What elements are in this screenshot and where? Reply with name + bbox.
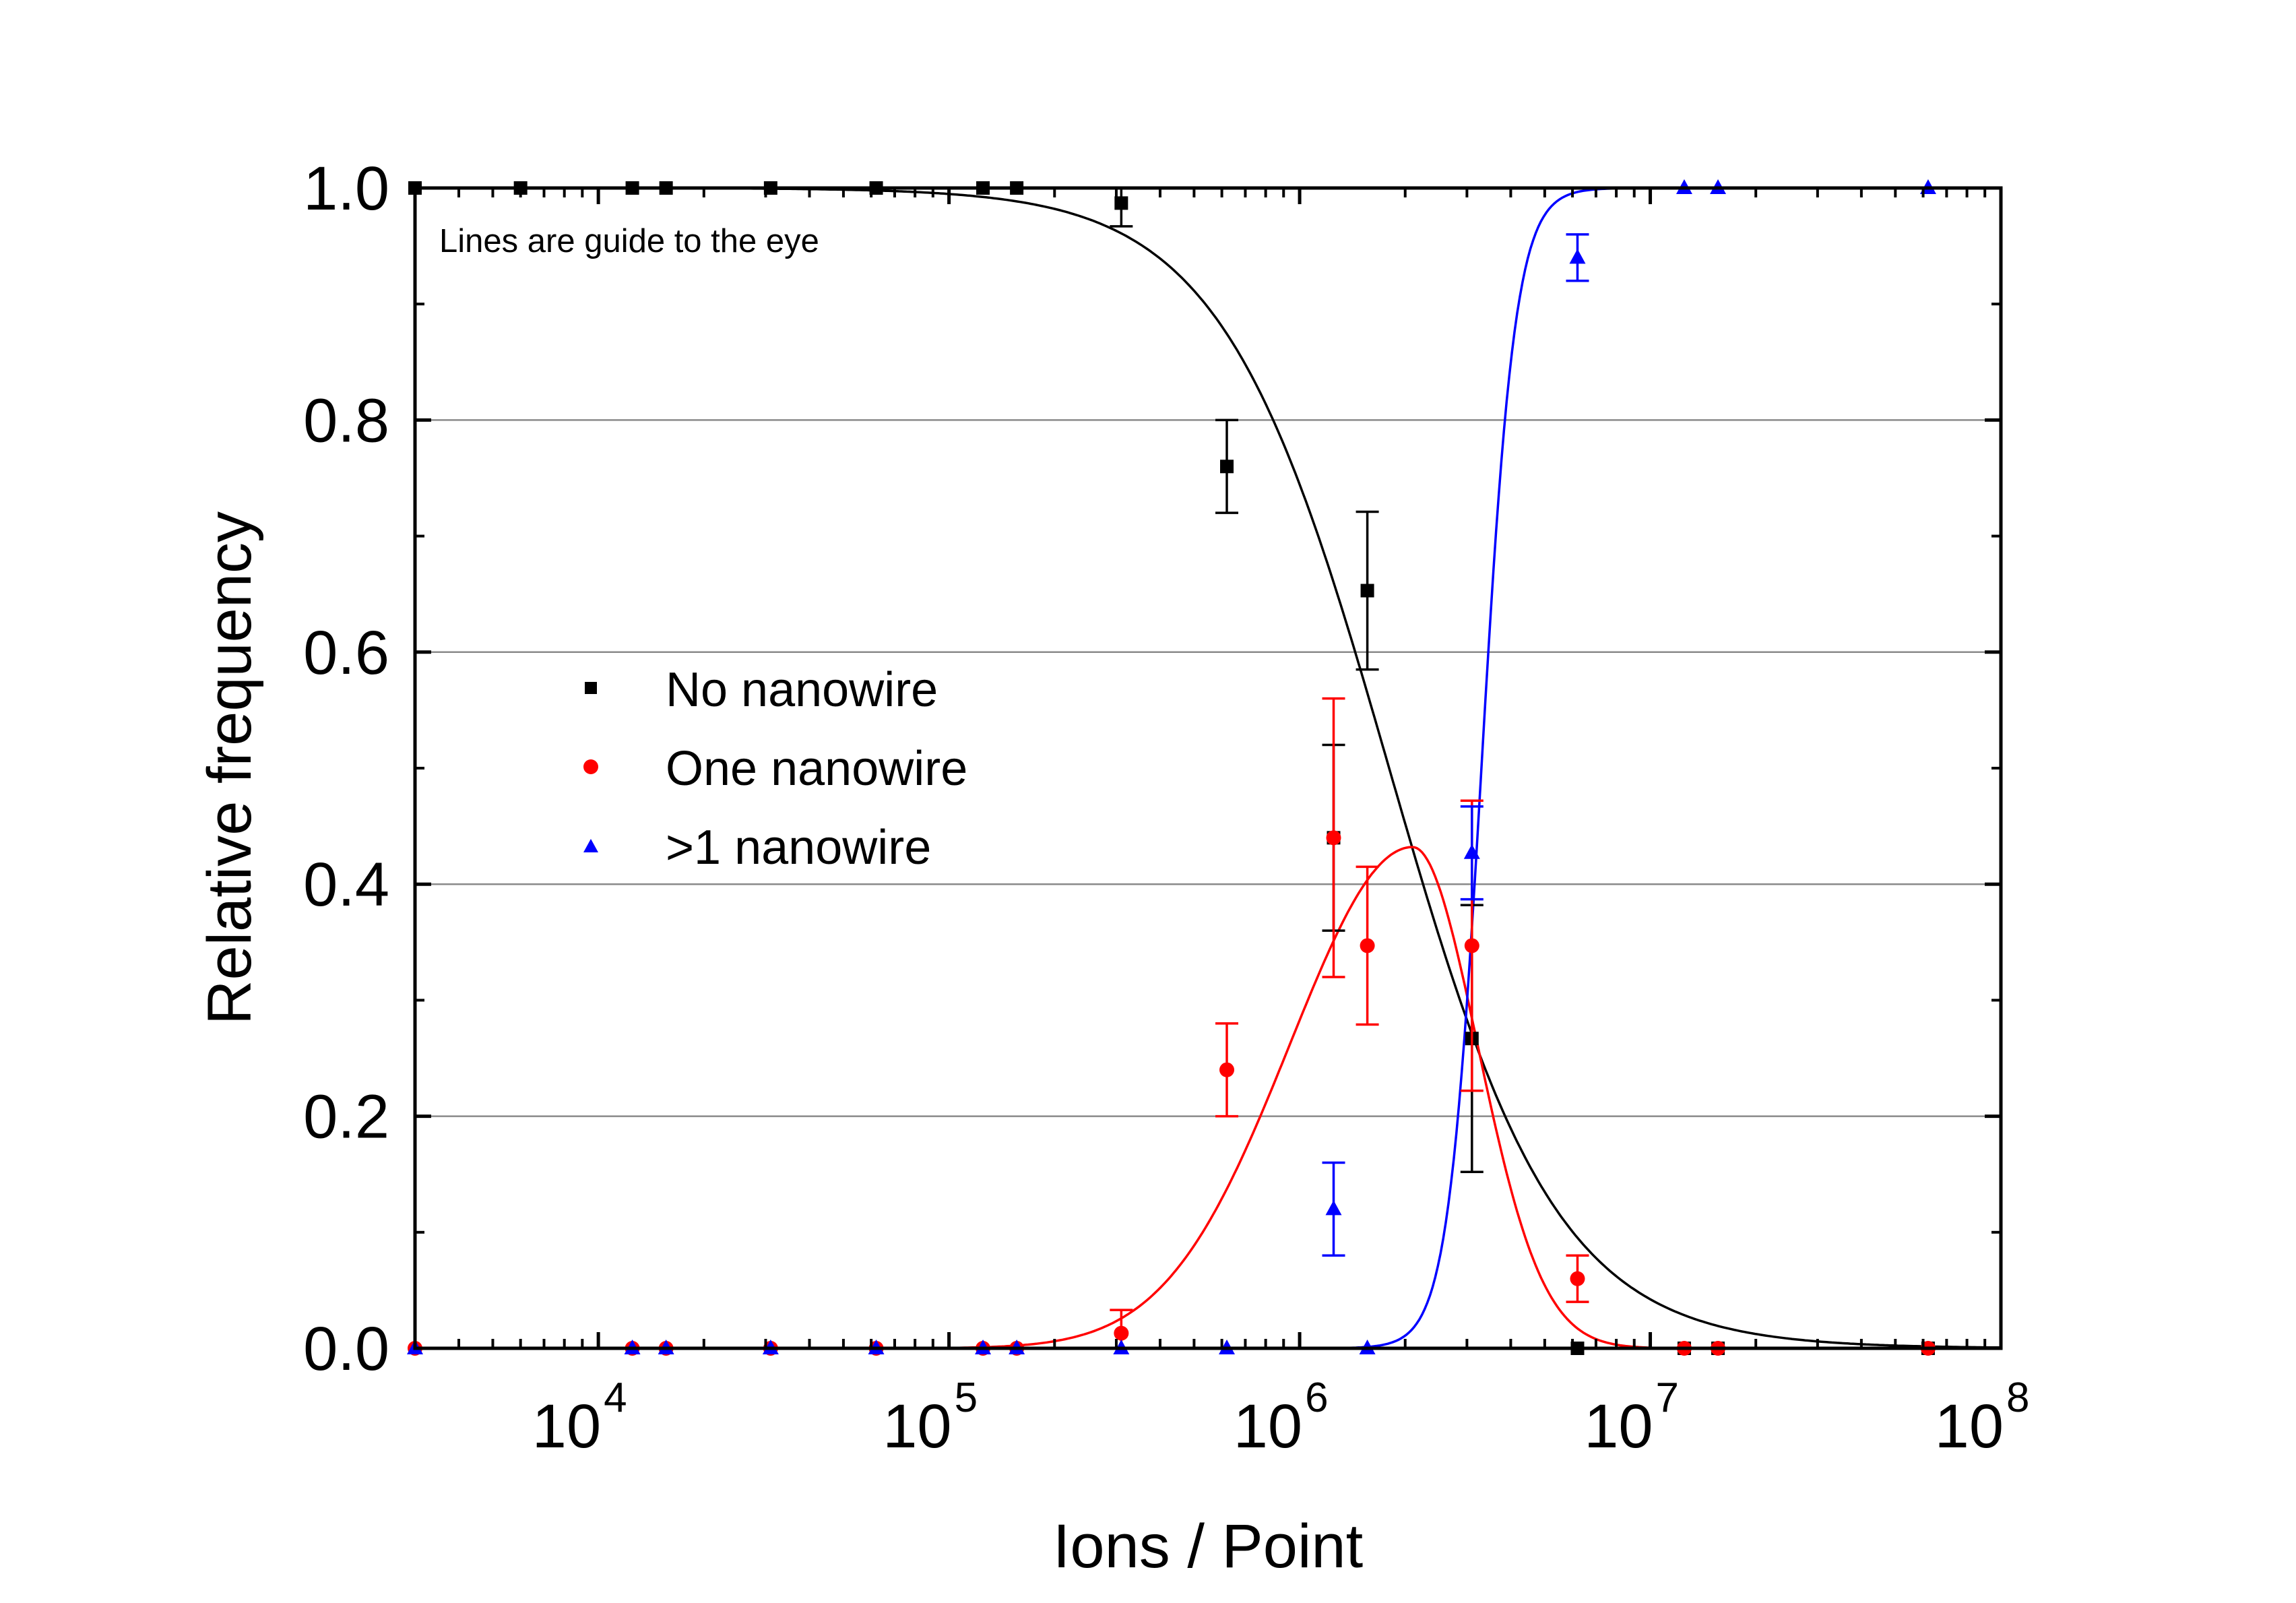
data-point-square [1360, 584, 1374, 598]
y-axis-title: Relative frequency [195, 511, 264, 1025]
data-point-circle [1114, 1325, 1129, 1341]
y-tick-label: 1.0 [303, 154, 389, 223]
legend-item-no-nanowire: No nanowire [585, 663, 938, 717]
legend-marker-triangle [583, 839, 598, 852]
gridlines [415, 419, 2001, 1117]
data-point-circle [1570, 1271, 1585, 1286]
x-tick-label-exponent: 7 [1656, 1375, 1679, 1421]
x-tick-label-base: 10 [1234, 1392, 1302, 1461]
data-point-triangle [1325, 1200, 1342, 1216]
legend-label: >1 nanowire [666, 821, 931, 875]
axis-ticks [414, 186, 2003, 1350]
legend-label: One nanowire [666, 742, 967, 796]
x-tick-label-exponent: 8 [2006, 1375, 2029, 1421]
x-tick-label-base: 10 [1935, 1392, 2004, 1461]
data-point-circle [1326, 830, 1341, 846]
y-tick-label: 0.6 [303, 619, 389, 687]
x-tick-label-exponent: 5 [955, 1375, 978, 1421]
data-point-circle [1464, 938, 1479, 953]
legend-item-more-than-one-nanowire: >1 nanowire [583, 821, 931, 875]
legend-label: No nanowire [666, 663, 938, 717]
y-tick-label: 0.0 [303, 1315, 389, 1383]
legend-marker-square [585, 682, 597, 694]
data-point-square [1220, 460, 1234, 474]
y-tick-label: 0.4 [303, 850, 389, 919]
data-point-circle [1360, 938, 1375, 953]
data-point-square [1114, 196, 1128, 210]
data-point-triangle [1463, 844, 1480, 859]
x-tick-label-base: 10 [1584, 1392, 1653, 1461]
annotation-note: Lines are guide to the eye [439, 223, 819, 259]
x-tick-label-exponent: 6 [1305, 1375, 1328, 1421]
data-point-triangle [1569, 249, 1586, 264]
x-tick-label-exponent: 4 [604, 1375, 627, 1421]
y-tick-label: 0.2 [303, 1083, 389, 1152]
y-tick-label: 0.8 [303, 386, 389, 455]
x-axis-title: Ions / Point [1053, 1512, 1363, 1581]
x-tick-label-base: 10 [883, 1392, 951, 1461]
tick-labels: 0.00.20.40.60.81.010 4 10 5 10 6 10 7 10 8 [303, 154, 2029, 1461]
legend: No nanowire One nanowire >1 nanowire [583, 663, 967, 875]
data-point-circle [1219, 1062, 1235, 1077]
legend-item-one-nanowire: One nanowire [583, 742, 967, 796]
x-tick-label-base: 10 [532, 1392, 601, 1461]
legend-marker-circle [583, 759, 598, 774]
